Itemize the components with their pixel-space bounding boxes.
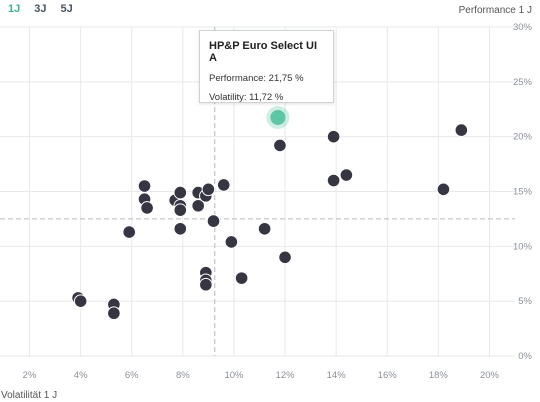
data-point (107, 306, 121, 321)
x-tick-label: 8% (176, 370, 190, 381)
data-point (216, 178, 231, 192)
volatility-label: Volatility: (209, 92, 247, 103)
y-tick-label: 15% (513, 187, 533, 198)
x-tick-label: 4% (74, 370, 88, 381)
data-point (140, 201, 154, 215)
data-point (224, 235, 239, 249)
x-tick-label: 12% (276, 370, 296, 381)
performance-label: Performance: (209, 73, 267, 84)
data-point (122, 225, 136, 239)
y-tick-label: 0% (518, 351, 532, 362)
highlight-point (270, 109, 286, 125)
y-tick-label: 10% (513, 241, 533, 252)
x-tick-label: 14% (327, 370, 347, 381)
y-tick-label: 25% (513, 77, 533, 88)
data-point (234, 271, 249, 285)
y-axis-ticks: 0% 5% 10% 15% 20% 25% 30% (513, 22, 533, 362)
data-points (71, 123, 469, 321)
data-point (173, 221, 188, 236)
data-point (137, 179, 152, 193)
x-tick-label: 18% (429, 370, 449, 381)
x-axis-title: Volatilität 1 J (1, 390, 57, 401)
data-point (454, 123, 469, 137)
tooltip-volatility: Volatility: 11,72 % (209, 92, 324, 103)
data-point (199, 277, 213, 292)
x-tick-label: 20% (480, 370, 500, 381)
x-tick-label: 16% (378, 370, 398, 381)
data-point (201, 182, 216, 197)
x-tick-label: 10% (224, 370, 244, 381)
y-tick-label: 30% (513, 22, 533, 33)
period-tabs: 1J 3J 5J (8, 3, 73, 15)
tooltip-performance: Performance: 21,75 % (209, 73, 324, 84)
x-tick-label: 6% (125, 370, 139, 381)
tooltip-title: HP&P Euro Select UI A (209, 40, 317, 64)
data-point (257, 221, 272, 236)
data-point (436, 182, 451, 197)
data-point (326, 129, 341, 144)
data-point (206, 214, 221, 228)
data-point (173, 185, 188, 200)
data-point (273, 138, 287, 153)
performance-value: 21,75 % (268, 73, 304, 84)
highlighted-point[interactable] (266, 105, 290, 129)
tab-1j[interactable]: 1J (8, 3, 21, 15)
x-axis-ticks: 2% 4% 6% 8% 10% 12% 14% 16% 18% 20% (23, 370, 500, 381)
tab-5j[interactable]: 5J (60, 3, 73, 15)
x-tick-label: 2% (23, 370, 37, 381)
tab-3j[interactable]: 3J (34, 3, 47, 15)
fund-tooltip: HP&P Euro Select UI A Performance: 21,75… (199, 30, 334, 103)
volatility-value: 11,72 % (249, 92, 284, 103)
data-point (339, 168, 354, 182)
data-point (173, 203, 188, 217)
data-point (278, 250, 292, 265)
y-tick-label: 5% (518, 296, 532, 307)
data-point (73, 294, 88, 308)
data-point (191, 198, 205, 213)
data-point (326, 173, 341, 188)
y-axis-title: Performance 1 J (459, 5, 532, 16)
y-tick-label: 20% (513, 132, 533, 143)
